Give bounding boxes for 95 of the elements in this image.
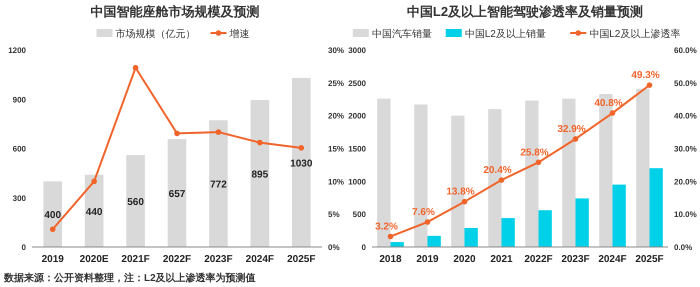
x-tick-label: 2020 [453, 254, 476, 265]
bar [126, 155, 145, 247]
y-tick-label: 3000 [348, 46, 367, 55]
bar [502, 218, 515, 247]
x-tick-label: 2022F [162, 254, 192, 265]
x-tick-label: 2023F [561, 254, 590, 265]
legend-label: 市场规模（亿元） [116, 28, 196, 40]
data-label: 895 [252, 170, 269, 181]
legend-label: 中国L2及以上渗透率 [589, 28, 680, 40]
source-note: 数据来源：公开资料整理，注：L2及以上渗透率为预测值 [3, 272, 256, 284]
y2-tick-label: 10% [328, 177, 344, 186]
bar [292, 78, 311, 247]
x-tick-label: 2018 [379, 254, 402, 265]
bar [428, 236, 441, 247]
data-label: 400 [44, 210, 62, 222]
data-label: 20.4% [483, 165, 512, 176]
point [462, 198, 468, 204]
bar [576, 198, 589, 247]
data-label: 560 [127, 197, 144, 208]
data-label: 49.3% [631, 70, 660, 82]
point [216, 129, 222, 135]
x-tick-label: 2019 [42, 254, 64, 265]
point [498, 177, 504, 183]
point [174, 130, 180, 136]
bar [390, 242, 404, 247]
point [572, 136, 578, 142]
x-tick-label: 2020E [80, 254, 109, 265]
point [388, 234, 394, 240]
chart-title: 中国L2及以上智能驾驶渗透率及销量预测 [406, 4, 644, 19]
y-tick-label: 1000 [348, 177, 367, 186]
y2-tick-label: 20.0% [674, 177, 697, 186]
data-label: 440 [86, 206, 103, 218]
point [132, 64, 138, 71]
bar [250, 100, 270, 247]
x-tick-label: 2024F [598, 254, 627, 265]
bar [43, 181, 62, 247]
bar [636, 88, 650, 247]
y-tick-label: 0 [22, 243, 27, 252]
point [424, 219, 430, 225]
y2-tick-label: 15% [328, 144, 344, 154]
y2-tick-label: 25% [328, 78, 344, 88]
y-tick-label: 2500 [348, 78, 367, 88]
y2-tick-label: 0.0% [674, 243, 692, 252]
data-label: 3.2% [375, 221, 398, 232]
y2-tick-label: 0% [328, 243, 340, 252]
y2-tick-label: 30% [328, 46, 344, 55]
x-tick-label: 2025F [287, 254, 316, 265]
y2-tick-label: 30.0% [674, 144, 697, 154]
point [91, 178, 97, 184]
y-tick-label: 600 [12, 144, 27, 154]
point [646, 82, 652, 88]
y2-tick-label: 60.0% [674, 46, 697, 55]
point [536, 159, 542, 166]
point [50, 226, 56, 232]
x-tick-label: 2024F [246, 254, 274, 265]
data-label: 7.6% [412, 207, 436, 218]
y-tick-label: 300 [12, 194, 27, 203]
x-tick-label: 2022F [524, 254, 553, 265]
x-tick-label: 2025F [635, 254, 664, 265]
x-tick-label: 2021F [121, 254, 150, 265]
data-label: 657 [168, 189, 186, 200]
legend-label: 增速 [228, 28, 250, 40]
y2-tick-label: 5% [328, 210, 340, 220]
bar [612, 184, 626, 247]
y-tick-label: 2000 [348, 112, 367, 121]
y2-tick-label: 20% [328, 112, 344, 121]
bar [209, 120, 228, 247]
y2-tick-label: 10.0% [674, 210, 697, 220]
y2-tick-label: 40.0% [674, 112, 697, 121]
y-tick-label: 1500 [348, 144, 367, 154]
bar [650, 168, 663, 247]
x-tick-label: 2023F [204, 254, 233, 265]
data-label: 13.8% [446, 186, 475, 198]
y-tick-label: 500 [352, 210, 367, 220]
x-tick-label: 2019 [416, 254, 440, 265]
y-tick-label: 0 [362, 243, 367, 252]
bar [464, 228, 478, 247]
data-label: 1030 [290, 158, 313, 170]
point [610, 110, 616, 116]
bar [84, 174, 104, 247]
point [257, 140, 263, 146]
y-tick-label: 900 [12, 95, 27, 104]
legend-label: 中国L2及以上销量 [464, 28, 546, 40]
data-label: 25.8% [520, 147, 549, 158]
y-tick-label: 1200 [8, 46, 27, 55]
point [298, 145, 304, 151]
data-label: 32.9% [557, 124, 586, 135]
bar [168, 139, 186, 247]
legend-label: 中国汽车销量 [372, 28, 432, 40]
chart-title: 中国智能座舱市场规模及预测 [90, 4, 260, 19]
y2-tick-label: 50.0% [674, 78, 697, 88]
bar [538, 210, 552, 247]
data-label: 40.8% [594, 98, 623, 110]
data-label: 772 [210, 180, 228, 191]
x-tick-label: 2021 [490, 254, 514, 265]
